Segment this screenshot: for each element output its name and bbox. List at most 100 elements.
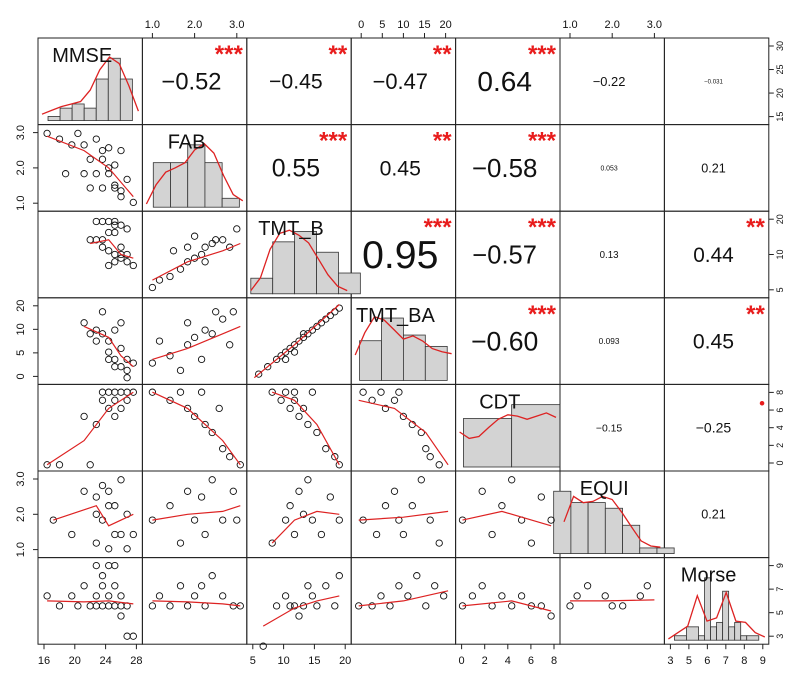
histogram-bar — [463, 418, 513, 468]
loess-line — [462, 600, 552, 612]
histogram-bar — [656, 547, 675, 555]
scatter-point — [123, 545, 131, 553]
scatter-point — [208, 476, 216, 484]
scatter-point — [197, 582, 206, 590]
bottom-tick-label: 20 — [339, 655, 351, 667]
left-tick-label: 2.0 — [15, 507, 27, 522]
right-tick-label: 0 — [775, 460, 785, 465]
correlation-value: 0.45 — [380, 157, 421, 180]
scatter-point — [129, 261, 137, 270]
scatter-point — [527, 539, 536, 547]
scatter-point — [166, 602, 174, 610]
scatter-point — [183, 319, 192, 327]
bottom-tick-label: 6 — [528, 655, 534, 667]
scatter-point — [176, 366, 185, 375]
scatter-point — [619, 602, 627, 610]
scatter-point — [304, 476, 312, 484]
scatter-point — [208, 572, 216, 580]
bottom-tick-label: 15 — [308, 655, 320, 667]
scatter-point — [255, 370, 263, 378]
scatter-point — [105, 217, 113, 226]
histogram-bar — [587, 502, 606, 554]
panel-frame — [141, 210, 248, 299]
scatter-point — [417, 476, 425, 484]
scatter-point — [105, 388, 113, 396]
bottom-tick-label: 0 — [459, 655, 465, 667]
scatter-point — [390, 487, 399, 495]
scatter-point — [233, 225, 241, 233]
scatter-point — [117, 243, 125, 251]
scatter-point — [299, 404, 308, 413]
loess-line — [46, 135, 134, 198]
scatter-point — [98, 184, 107, 192]
scatter-point — [259, 642, 267, 650]
scatter-point — [566, 602, 574, 610]
scatter-point — [583, 582, 592, 590]
density-curve — [41, 56, 140, 115]
scatter-point — [111, 181, 119, 189]
scatter-point — [286, 404, 294, 413]
loess-line — [83, 325, 134, 368]
scatter-point — [111, 388, 119, 396]
scatter-point — [233, 516, 241, 524]
scatter-point — [372, 530, 381, 539]
scatter-point — [219, 592, 227, 600]
scatter-point — [105, 355, 113, 364]
scatter-point — [335, 461, 343, 469]
scatter-point — [335, 516, 343, 524]
scatter-point — [80, 487, 88, 495]
loess-line — [152, 325, 241, 360]
scatter-point — [272, 355, 281, 364]
scatter-point — [508, 602, 516, 610]
scatter-point — [201, 420, 209, 429]
scatter-point — [123, 396, 131, 404]
scatter-point — [92, 592, 100, 600]
scatter-point — [326, 493, 334, 501]
right-tick-label: 8 — [775, 390, 785, 395]
scatter-point — [478, 582, 486, 590]
density-curve — [459, 412, 557, 440]
scatter-point — [322, 445, 330, 453]
scatter-point — [458, 516, 467, 524]
scatter-point — [190, 333, 199, 342]
scatter-point — [219, 516, 227, 524]
significance-stars: *** — [215, 41, 244, 68]
bottom-tick-label: 3 — [667, 655, 673, 667]
histogram-bar — [107, 57, 121, 122]
correlation-value: 0.053 — [600, 165, 617, 172]
correlation-value: 0.093 — [599, 336, 620, 346]
histogram-bar — [716, 621, 724, 641]
scatter-point — [98, 602, 107, 610]
scatter-point — [608, 602, 616, 610]
scatter-point — [208, 330, 216, 338]
scatter-point — [408, 502, 416, 510]
right-tick-label: 4 — [775, 425, 785, 430]
scatter-point — [299, 333, 308, 342]
histogram-bar — [734, 621, 742, 641]
scatter-point — [212, 236, 220, 244]
scatter-point — [105, 261, 113, 270]
left-tick-label: 1.0 — [15, 196, 27, 211]
scatter-point — [197, 355, 206, 364]
scatter-point — [111, 161, 119, 169]
scatter-point — [281, 348, 290, 356]
scatter-point — [183, 487, 192, 495]
scatter-point — [166, 272, 174, 281]
scatter-point — [98, 308, 107, 316]
scatter-point — [426, 453, 434, 461]
scatter-point — [105, 404, 113, 413]
loess-line — [358, 590, 449, 607]
left-tick-label: 2.0 — [15, 160, 27, 175]
scatter-point — [478, 487, 486, 495]
loess-line — [253, 304, 340, 379]
loess-line — [152, 600, 241, 607]
scatter-point — [229, 487, 237, 495]
scatter-point — [92, 420, 100, 429]
significance-stars: ** — [433, 128, 452, 155]
scatter-point — [201, 326, 209, 334]
bottom-tick-label: 6 — [704, 655, 710, 667]
right-tick-label: 15 — [775, 112, 785, 122]
scatter-point — [281, 388, 290, 396]
scatter-point — [295, 612, 303, 620]
scatter-point — [313, 322, 321, 331]
